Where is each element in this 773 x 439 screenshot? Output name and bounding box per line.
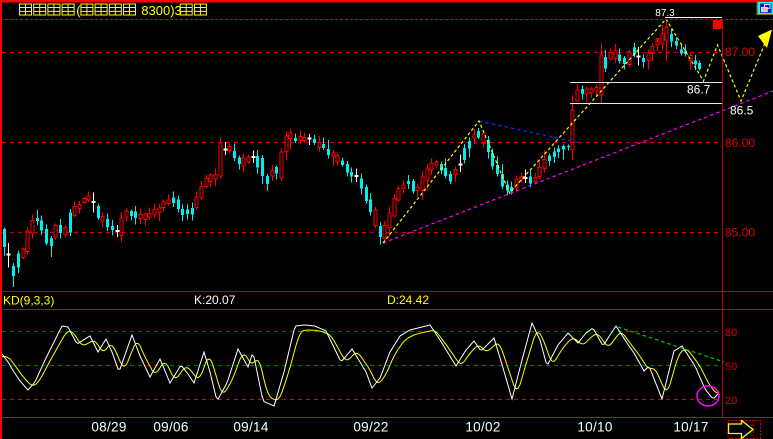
svg-text:85.00: 85.00 [725,226,755,240]
svg-text:(: ( [76,3,81,18]
svg-text:09/14: 09/14 [233,420,268,435]
svg-text:86.00: 86.00 [725,136,755,150]
svg-text:08/29: 08/29 [91,420,126,435]
svg-text:D:24.42: D:24.42 [387,293,429,307]
svg-text:09/22: 09/22 [353,420,388,435]
svg-text:86.5: 86.5 [730,104,754,118]
svg-text:10/17: 10/17 [673,420,708,435]
svg-text:50: 50 [725,361,737,373]
svg-text:87.00: 87.00 [725,45,755,59]
svg-text:8300)3: 8300)3 [138,3,182,18]
svg-text:20: 20 [725,395,737,407]
svg-text:09/06: 09/06 [153,420,188,435]
svg-text:10/10: 10/10 [577,420,612,435]
svg-text:10/02: 10/02 [465,420,500,435]
svg-text:80: 80 [725,327,737,339]
svg-text:87.3: 87.3 [655,8,675,19]
svg-text:86.7: 86.7 [687,83,711,97]
svg-text:K:20.07: K:20.07 [194,293,236,307]
svg-text:KD(9,3,3): KD(9,3,3) [3,294,54,308]
